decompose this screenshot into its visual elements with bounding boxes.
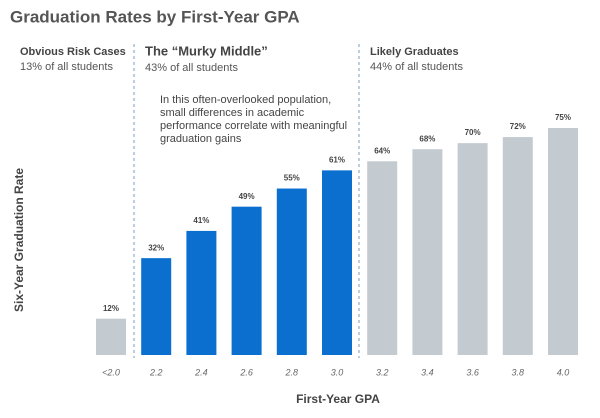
section-title: The “Murky Middle” xyxy=(145,43,268,58)
annotation: In this often-overlooked population, sma… xyxy=(160,94,348,145)
bar xyxy=(322,170,352,355)
section-subtitle: 43% of all students xyxy=(145,62,238,74)
data-label: 61% xyxy=(329,155,345,164)
data-label: 72% xyxy=(510,122,526,131)
data-label: 75% xyxy=(555,113,571,122)
data-label: 12% xyxy=(103,304,119,313)
data-label: 64% xyxy=(374,146,390,155)
x-tick-label: 2.6 xyxy=(239,367,253,377)
bar xyxy=(186,230,217,355)
bar xyxy=(548,128,578,355)
bar xyxy=(276,188,307,355)
data-label: 32% xyxy=(148,243,164,252)
x-tick-label: 2.2 xyxy=(149,367,163,377)
y-axis-title: Six-Year Graduation Rate xyxy=(12,168,26,312)
x-tick-label: <2.0 xyxy=(102,367,120,377)
x-tick-label: 3.8 xyxy=(512,367,525,377)
data-label: 41% xyxy=(193,216,209,225)
x-axis-title: First-Year GPA xyxy=(296,392,380,406)
data-label: 70% xyxy=(465,128,481,137)
section-title: Obvious Risk Cases xyxy=(20,46,126,58)
x-tick-label: 3.0 xyxy=(331,367,344,377)
data-label: 55% xyxy=(284,174,300,183)
bar xyxy=(96,318,126,355)
x-tick-label: 3.4 xyxy=(421,367,434,377)
data-label: 49% xyxy=(239,192,255,201)
bar xyxy=(231,206,262,355)
bar xyxy=(412,149,443,355)
section-subtitle: 44% of all students xyxy=(370,61,463,73)
x-tick-label: 2.4 xyxy=(194,367,208,377)
data-label: 68% xyxy=(419,134,435,143)
bar xyxy=(457,143,488,355)
x-tick-label: 3.2 xyxy=(376,367,389,377)
bar xyxy=(141,258,172,355)
section-title: Likely Graduates xyxy=(370,46,459,58)
section-subtitle: 13% of all students xyxy=(20,61,113,73)
x-tick-label: 2.8 xyxy=(285,367,299,377)
x-tick-label: 4.0 xyxy=(557,367,570,377)
bar xyxy=(367,161,398,355)
x-tick-label: 3.6 xyxy=(466,367,479,377)
bar xyxy=(502,137,533,355)
chart-title: Graduation Rates by First-Year GPA xyxy=(10,7,300,26)
